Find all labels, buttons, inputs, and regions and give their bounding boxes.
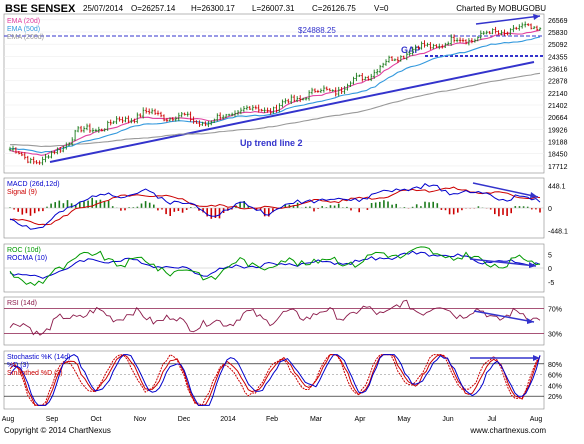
rsi-tick-label: 30% xyxy=(548,332,562,339)
x-axis: Aug Sep Oct Nov Dec 2014 Feb Mar Apr May Jun Jul Aug xyxy=(2,416,543,423)
rsi-divergence-arrowhead xyxy=(527,318,534,324)
price-tick-label: 23616 xyxy=(548,67,568,74)
macd-divergence-arrowhead xyxy=(530,192,538,198)
roc-line xyxy=(9,246,541,287)
roc-tick-label: 5 xyxy=(548,252,552,259)
x-tick-label: Nov xyxy=(134,416,147,423)
x-tick-label: Jun xyxy=(442,416,453,423)
rocma-line xyxy=(9,250,541,279)
x-tick-label: Apr xyxy=(355,416,367,423)
credit-label: Charted By MOBUGOBU xyxy=(456,4,546,13)
x-tick-label: Sep xyxy=(46,416,59,423)
price-tick-label: 25830 xyxy=(548,30,568,37)
signal-line xyxy=(9,186,541,226)
x-tick-label: Aug xyxy=(2,416,15,423)
stoch-tick-label: 20% xyxy=(548,394,562,401)
rsi-divergence-arrow xyxy=(473,310,535,323)
macd-tick-label: 448.1 xyxy=(548,184,566,191)
roc-divergence-arrowhead xyxy=(529,262,536,268)
price-tick-label: 18450 xyxy=(548,152,568,159)
macd-tick-label: -448.1 xyxy=(548,228,568,235)
uptrend-arrowhead xyxy=(533,14,540,20)
legend-ema20: EMA (20d) xyxy=(7,18,40,25)
price-tick-label: 19926 xyxy=(548,127,568,134)
open-label: O=26257.14 xyxy=(131,4,176,13)
roc-tick-label: 0 xyxy=(548,266,552,273)
legend-roc: ROC (10d) xyxy=(7,247,41,254)
uptrend-label: Up trend line 2 xyxy=(240,138,303,148)
price-tick-label: 20664 xyxy=(548,115,568,122)
price-tick-label: 22140 xyxy=(548,91,568,98)
uptrend-arrow xyxy=(475,15,541,25)
roc-tick-label: -5 xyxy=(548,280,554,287)
copyright-label: Copyright © 2014 ChartNexus xyxy=(4,426,111,435)
price-tick-label: 17712 xyxy=(548,164,568,171)
stoch-k-line xyxy=(9,354,541,406)
stochastic-panel: 80%60%40%20% Stochastic %K (14d) %D (3) … xyxy=(3,350,562,410)
price-tick-label: 19188 xyxy=(548,140,568,147)
smoothed-d-line xyxy=(9,354,541,407)
price-tick-label: 25092 xyxy=(548,42,568,49)
price-tick-label: 21402 xyxy=(548,103,568,110)
price-series-line xyxy=(9,72,541,148)
legend-stoch-d: %D (3) xyxy=(7,362,29,369)
macd-divergence-arrow xyxy=(472,182,539,198)
low-label: L=26007.31 xyxy=(252,4,295,13)
header-bar: BSE SENSEX 25/07/2014 O=26257.14 H=26300… xyxy=(5,3,546,15)
x-tick-label: Mar xyxy=(310,416,323,423)
legend-stoch-k: Stochastic %K (14d) xyxy=(7,354,70,361)
x-tick-label: Jul xyxy=(488,416,497,423)
roc-panel: 5 0 -5 ROC (10d) ROCMA (10) xyxy=(3,243,554,293)
roc-divergence-arrow xyxy=(469,258,537,267)
stoch-tick-label: 40% xyxy=(548,383,562,390)
symbol-label: BSE SENSEX xyxy=(5,3,76,15)
macd-line xyxy=(9,183,541,230)
legend-rocma: ROCMA (10) xyxy=(7,255,47,262)
url-label: www.chartnexus.com xyxy=(469,426,546,435)
legend-stoch-smoothed: Smoothed %D (3) xyxy=(7,370,63,377)
x-tick-label: Dec xyxy=(178,416,191,423)
price-tick-label: 26569 xyxy=(548,18,568,25)
volume-label: V=0 xyxy=(374,4,389,13)
price-tick-label: 22878 xyxy=(548,79,568,86)
gap-label: GAP xyxy=(401,45,421,55)
stoch-tick-label: 60% xyxy=(548,373,562,380)
price-panel: 26569 25830 25092 24355 23616 22878 22140 21402… xyxy=(3,13,568,174)
stoch-arrowhead xyxy=(533,355,540,361)
macd-tick-label: 0 xyxy=(548,206,552,213)
rsi-line xyxy=(9,299,541,336)
high-label: H=26300.17 xyxy=(191,4,235,13)
date-label: 25/07/2014 xyxy=(83,4,124,13)
stoch-tick-label: 80% xyxy=(548,362,562,369)
x-tick-label: Oct xyxy=(91,416,102,423)
macd-panel: 448.1 0 -448.1 MACD (26d,12d) Signal (9) xyxy=(3,177,568,239)
price-series-line xyxy=(9,36,541,154)
rsi-tick-label: 70% xyxy=(548,306,562,313)
x-tick-label: 2014 xyxy=(220,416,236,423)
x-tick-label: May xyxy=(397,416,411,423)
close-label: C=26126.75 xyxy=(312,4,356,13)
legend-ema200: EMA (200d) xyxy=(7,34,44,41)
legend-rsi: RSI (14d) xyxy=(7,300,37,307)
rsi-panel: 70% 30% RSI (14d) xyxy=(3,296,562,346)
uptrend-line xyxy=(49,61,535,163)
x-tick-label: Aug xyxy=(530,416,543,423)
x-tick-label: Feb xyxy=(266,416,278,423)
legend-ema50: EMA (50d) xyxy=(7,26,40,33)
legend-macd: MACD (26d,12d) xyxy=(7,181,60,188)
price-tick-label: 24355 xyxy=(548,54,568,61)
stoch-d-line xyxy=(9,354,541,406)
resistance-label: $24888.25 xyxy=(298,26,336,35)
legend-signal: Signal (9) xyxy=(7,189,37,196)
